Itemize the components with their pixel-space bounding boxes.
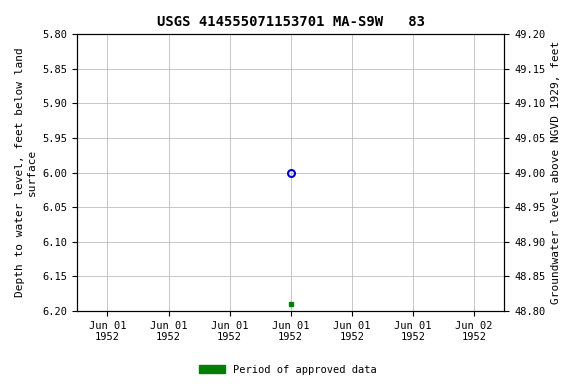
Y-axis label: Depth to water level, feet below land
surface: Depth to water level, feet below land su… [15,48,37,298]
Title: USGS 414555071153701 MA-S9W   83: USGS 414555071153701 MA-S9W 83 [157,15,425,29]
Y-axis label: Groundwater level above NGVD 1929, feet: Groundwater level above NGVD 1929, feet [551,41,561,304]
Legend: Period of approved data: Period of approved data [195,361,381,379]
